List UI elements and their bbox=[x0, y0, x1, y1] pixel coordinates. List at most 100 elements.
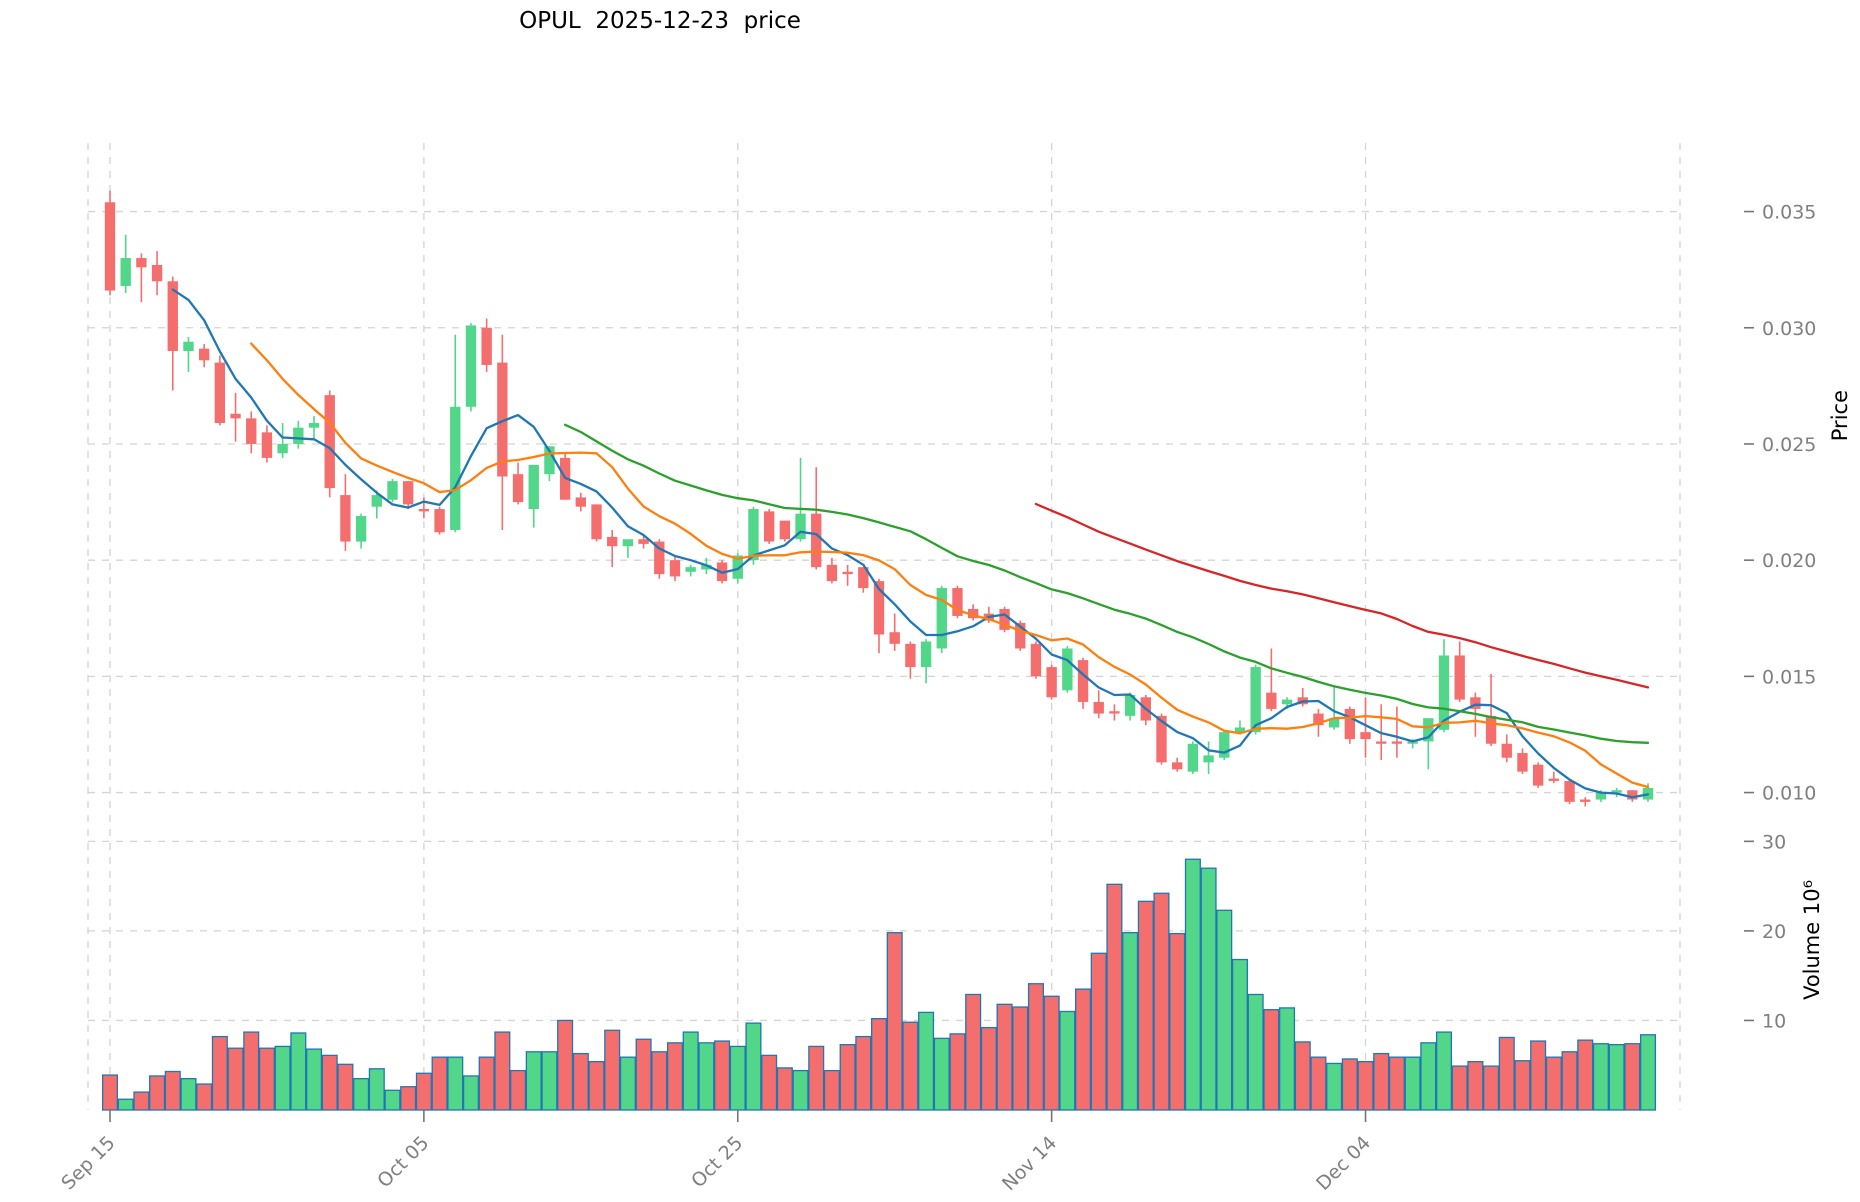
volume-bar-2025-12-19 bbox=[1592, 1043, 1609, 1111]
candle-body-2025-11-13 bbox=[1030, 643, 1042, 677]
candle-body-2025-10-11 bbox=[512, 474, 524, 503]
volume-bar-2025-10-27 bbox=[761, 1054, 778, 1111]
candle-body-2025-12-08 bbox=[1423, 718, 1434, 742]
price-tick-label: 0.010 bbox=[1762, 783, 1816, 805]
volume-bar-2025-09-19 bbox=[164, 1070, 181, 1111]
volume-bar-2025-11-08 bbox=[949, 1033, 966, 1111]
candle-body-2025-11-16 bbox=[1077, 660, 1089, 702]
volume-bar-2025-10-07 bbox=[447, 1056, 464, 1111]
candle-body-2025-11-17 bbox=[1093, 701, 1104, 714]
candle-body-2025-12-07 bbox=[1407, 741, 1418, 744]
candle-body-2025-11-29 bbox=[1281, 699, 1293, 705]
x-tick-label: Sep 15 bbox=[57, 1132, 119, 1194]
x-tick-label: Nov 14 bbox=[998, 1132, 1061, 1195]
candle-body-2025-09-23 bbox=[230, 413, 241, 419]
volume-bar-2025-11-16 bbox=[1075, 988, 1092, 1111]
candle-body-2025-10-06 bbox=[434, 509, 445, 533]
candle-body-2025-11-23 bbox=[1187, 743, 1199, 772]
candle-body-2025-09-15 bbox=[104, 202, 116, 291]
candle-body-2025-09-30 bbox=[340, 495, 351, 542]
candle-body-2025-12-21 bbox=[1627, 790, 1638, 800]
candle-body-2025-11-01 bbox=[842, 571, 853, 575]
volume-bar-2025-11-11 bbox=[996, 1003, 1013, 1111]
volume-bar-2025-09-26 bbox=[274, 1045, 291, 1111]
x-tick-label: Dec 04 bbox=[1312, 1132, 1375, 1195]
candle-body-2025-12-17 bbox=[1564, 780, 1575, 802]
candle-body-2025-10-21 bbox=[669, 560, 681, 577]
price-tick-label: 0.035 bbox=[1762, 202, 1816, 224]
x-tick-label: Oct 05 bbox=[373, 1132, 433, 1192]
volume-bar-2025-10-11 bbox=[510, 1069, 527, 1111]
candle-body-2025-11-12 bbox=[1015, 622, 1026, 649]
candle-body-2025-10-31 bbox=[826, 564, 838, 582]
volume-bar-2025-10-05 bbox=[415, 1072, 432, 1111]
volume-bar-2025-12-12 bbox=[1483, 1065, 1500, 1111]
candle-body-2025-09-27 bbox=[293, 427, 304, 444]
volume-tick-label: 20 bbox=[1762, 921, 1786, 943]
volume-bar-2025-10-15 bbox=[572, 1052, 589, 1111]
price-tick-label: 0.030 bbox=[1762, 318, 1816, 340]
volume-bar-2025-12-22 bbox=[1639, 1034, 1657, 1111]
candle-body-2025-11-04 bbox=[889, 632, 900, 644]
candle-body-2025-10-20 bbox=[654, 541, 665, 575]
candle-body-2025-12-04 bbox=[1360, 732, 1371, 740]
candle-body-2025-12-16 bbox=[1548, 778, 1560, 781]
volume-bar-2025-11-14 bbox=[1043, 995, 1060, 1111]
candle-body-2025-11-21 bbox=[1156, 715, 1167, 763]
candle-body-2025-10-15 bbox=[575, 497, 586, 507]
volume-bar-2025-12-13 bbox=[1498, 1036, 1515, 1111]
candle-body-2025-09-26 bbox=[277, 443, 288, 454]
volume-bar-2025-10-21 bbox=[666, 1042, 684, 1111]
ma-line-30 bbox=[563, 423, 1650, 744]
volume-bar-2025-11-13 bbox=[1027, 983, 1044, 1111]
volume-bar-2025-09-20 bbox=[180, 1078, 197, 1111]
candle-body-2025-10-04 bbox=[403, 481, 414, 505]
volume-bar-2025-12-01 bbox=[1310, 1056, 1327, 1111]
volume-bar-2025-11-27 bbox=[1247, 993, 1264, 1111]
candle-body-2025-12-20 bbox=[1611, 790, 1622, 793]
volume-bar-2025-11-05 bbox=[902, 1021, 919, 1111]
candle-body-2025-10-28 bbox=[779, 520, 791, 540]
candle-body-2025-11-26 bbox=[1234, 727, 1246, 733]
volume-bar-2025-12-08 bbox=[1420, 1042, 1437, 1111]
volume-bar-2025-10-19 bbox=[635, 1038, 652, 1111]
volume-bar-2025-11-02 bbox=[855, 1035, 872, 1111]
volume-bar-2025-11-10 bbox=[980, 1026, 997, 1111]
volume-bar-2025-10-10 bbox=[494, 1031, 511, 1111]
candle-body-2025-11-18 bbox=[1109, 711, 1120, 714]
ma-line-5 bbox=[171, 288, 1650, 799]
volume-bar-2025-10-20 bbox=[651, 1051, 668, 1111]
volume-bar-2025-10-30 bbox=[808, 1045, 825, 1111]
volume-bar-2025-12-20 bbox=[1608, 1043, 1625, 1111]
volume-axis-label: Volume 10⁶ bbox=[1800, 880, 1824, 1000]
volume-bar-2025-09-24 bbox=[243, 1031, 260, 1111]
volume-bar-2025-10-18 bbox=[619, 1056, 636, 1111]
volume-bar-2025-12-18 bbox=[1577, 1039, 1594, 1111]
candle-body-2025-10-29 bbox=[795, 513, 806, 540]
volume-bar-2025-10-16 bbox=[588, 1060, 605, 1111]
candle-body-2025-10-30 bbox=[811, 513, 822, 568]
candle-body-2025-12-18 bbox=[1580, 799, 1591, 802]
volume-bar-2025-11-26 bbox=[1231, 958, 1248, 1111]
volume-bar-2025-10-14 bbox=[557, 1019, 574, 1111]
candle-body-2025-11-07 bbox=[936, 588, 947, 649]
candle-body-2025-09-17 bbox=[136, 258, 147, 268]
candle-body-2025-10-05 bbox=[418, 509, 430, 512]
candle-body-2025-11-22 bbox=[1172, 762, 1183, 770]
volume-bar-2025-12-14 bbox=[1514, 1060, 1531, 1111]
volume-bar-2025-09-27 bbox=[290, 1032, 307, 1111]
ma-line-10 bbox=[250, 342, 1650, 789]
candle-body-2025-12-12 bbox=[1485, 715, 1497, 744]
candle-body-2025-10-02 bbox=[371, 495, 382, 507]
chart-title: OPUL 2025-12-23 price bbox=[519, 8, 801, 34]
candle-body-2025-10-12 bbox=[528, 464, 539, 510]
price-tick-label: 0.025 bbox=[1762, 434, 1816, 456]
candle-body-2025-11-09 bbox=[967, 608, 979, 619]
volume-bar-2025-11-24 bbox=[1200, 867, 1217, 1111]
candle-body-2025-10-13 bbox=[544, 446, 555, 475]
volume-bar-2025-09-30 bbox=[337, 1063, 354, 1111]
price-tick-label: 0.020 bbox=[1762, 550, 1816, 572]
volume-bar-2025-11-30 bbox=[1294, 1041, 1311, 1111]
volume-bar-2025-11-28 bbox=[1263, 1009, 1280, 1111]
